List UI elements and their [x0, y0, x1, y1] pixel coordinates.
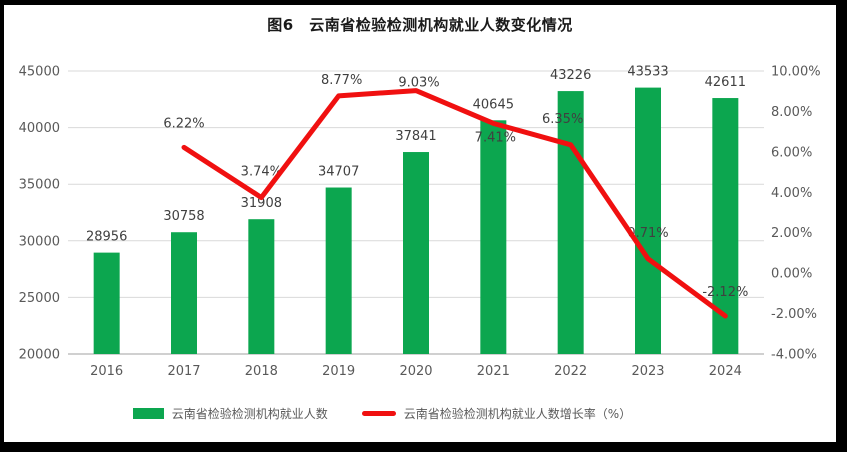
line-series-swatch-icon — [361, 411, 396, 416]
right-axis-tick: 10.00% — [771, 65, 821, 80]
line-value-label: 9.03% — [398, 76, 439, 91]
legend: 云南省检验检测机构就业人数 云南省检验检测机构就业人数增长率（%） — [4, 405, 798, 422]
right-axis-tick: 0.00% — [771, 267, 812, 282]
x-axis-label: 2022 — [554, 364, 587, 379]
left-axis-tick: 20000 — [19, 348, 60, 363]
line-value-label: 0.71% — [627, 226, 668, 241]
legend-item-employment: 云南省检验检测机构就业人数 — [132, 405, 328, 422]
bar-2017 — [171, 232, 197, 354]
right-axis-tick: 6.00% — [771, 145, 812, 160]
bar-value-label: 28956 — [86, 230, 127, 245]
line-value-label: 8.77% — [321, 73, 362, 88]
right-axis-tick: 8.00% — [771, 105, 812, 120]
right-axis-tick: -2.00% — [771, 307, 817, 322]
bar-value-label: 43533 — [627, 65, 668, 80]
left-axis-tick: 25000 — [19, 291, 60, 306]
x-axis-label: 2020 — [399, 364, 432, 379]
left-axis-tick: 30000 — [19, 234, 60, 249]
line-value-label: 7.41% — [475, 130, 516, 145]
bar-value-label: 40645 — [473, 97, 514, 112]
line-value-label: -2.12% — [702, 285, 748, 300]
x-axis-label: 2016 — [90, 364, 123, 379]
bar-2022 — [557, 91, 584, 355]
bar-value-label: 37841 — [395, 129, 436, 144]
combo-chart: 20000 25000 30000 35000 40000 45000 -4.00% -2.0… — [19, 65, 821, 380]
x-axis-label: 2017 — [167, 364, 200, 379]
chart-title: 图6 云南省检验检测机构就业人数变化情况 — [267, 16, 573, 34]
bar-2016 — [93, 252, 120, 354]
left-axis-tick: 35000 — [19, 178, 60, 193]
bar-2018 — [248, 219, 275, 354]
bar-2019 — [325, 187, 352, 354]
x-axis-label: 2021 — [477, 364, 510, 379]
right-axis-tick: 4.00% — [771, 186, 812, 201]
growth-rate-line — [181, 88, 728, 319]
bar-value-label: 31908 — [241, 196, 282, 211]
x-axis-label: 2018 — [245, 364, 278, 379]
bar-2023 — [635, 87, 661, 354]
legend-label-growth-rate: 云南省检验检测机构就业人数增长率（%） — [403, 407, 632, 421]
line-value-label: 6.22% — [163, 116, 204, 131]
legend-item-growth-rate: 云南省检验检测机构就业人数增长率（%） — [361, 405, 632, 422]
bar-2021 — [480, 120, 507, 354]
x-axis-label: 2019 — [322, 364, 355, 379]
bar-value-label: 34707 — [318, 165, 359, 180]
x-axis-label: 2023 — [631, 364, 664, 379]
right-axis-tick: 2.00% — [771, 226, 812, 241]
x-axis-label: 2024 — [709, 364, 742, 379]
bar-value-label: 30758 — [163, 209, 204, 224]
line-value-label: 3.74% — [241, 165, 282, 180]
bar-value-label: 43226 — [550, 68, 591, 83]
bar-2020 — [403, 152, 429, 354]
bar-series-swatch-icon — [132, 408, 164, 419]
chart-canvas: 图6 云南省检验检测机构就业人数变化情况 20000 25000 30000 3500… — [4, 5, 836, 442]
bar-value-label: 42611 — [705, 75, 746, 90]
legend-label-employment: 云南省检验检测机构就业人数 — [171, 407, 328, 421]
left-axis-tick: 40000 — [19, 121, 60, 136]
left-axis-tick: 45000 — [19, 65, 60, 80]
line-value-label: 6.35% — [542, 112, 583, 127]
right-axis-tick: -4.00% — [771, 348, 817, 363]
